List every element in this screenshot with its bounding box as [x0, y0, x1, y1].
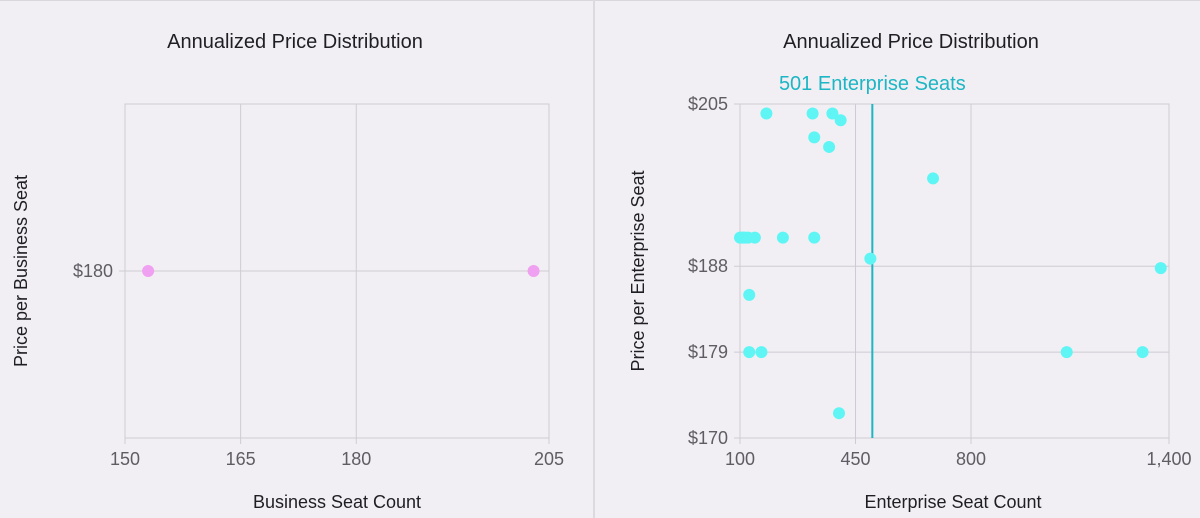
x-tick-label: 450 [840, 449, 870, 469]
panel-divider [593, 0, 595, 518]
enterprise-chart-svg: Annualized Price Distribution Enterprise… [628, 31, 1192, 512]
data-point[interactable] [748, 231, 761, 244]
data-point[interactable] [1154, 262, 1167, 275]
top-border [0, 0, 1200, 1]
x-tick-label: 150 [110, 449, 140, 469]
chart-title: Annualized Price Distribution [783, 31, 1039, 53]
data-point[interactable] [743, 346, 756, 359]
plot-area: 100 450 800 1,400 $170 $179 $188 $205 501 Enterp… [688, 73, 1192, 469]
business-price-chart: Annualized Price Distribution Business S… [0, 0, 590, 518]
x-tick-label: 1,400 [1146, 449, 1191, 469]
y-tick-label: $188 [688, 256, 728, 276]
y-tick-label: $205 [688, 94, 728, 114]
y-tick-label: $179 [688, 342, 728, 362]
x-axis-label: Enterprise Seat Count [864, 492, 1041, 512]
data-point[interactable] [864, 252, 877, 265]
data-point[interactable] [527, 265, 540, 277]
data-point[interactable] [1136, 346, 1149, 359]
data-point[interactable] [833, 407, 845, 420]
y-tick-label: $180 [73, 261, 113, 281]
marker-label: 501 Enterprise Seats [779, 73, 966, 95]
data-point[interactable] [755, 346, 768, 359]
y-axis-label: Price per Enterprise Seat [628, 170, 648, 371]
x-tick-label: 800 [956, 449, 986, 469]
enterprise-price-chart: Annualized Price Distribution Enterprise… [610, 0, 1200, 518]
data-point[interactable] [808, 231, 821, 244]
data-point[interactable] [927, 172, 940, 185]
data-point[interactable] [808, 131, 821, 144]
chart-title: Annualized Price Distribution [167, 31, 423, 53]
data-point[interactable] [760, 107, 773, 120]
business-chart-svg: Annualized Price Distribution Business S… [11, 31, 564, 512]
x-tick-label: 100 [725, 449, 755, 469]
x-tick-label: 165 [226, 449, 256, 469]
data-point[interactable] [826, 107, 839, 120]
x-tick-label: 205 [534, 449, 564, 469]
y-axis-label: Price per Business Seat [11, 175, 31, 367]
y-tick-label: $170 [688, 428, 728, 448]
plot-frame [739, 103, 1170, 439]
plot-area: 150 165 180 205 $180 [73, 103, 564, 469]
data-point[interactable] [743, 288, 756, 301]
data-point[interactable] [142, 265, 155, 277]
data-point[interactable] [823, 140, 836, 153]
data-point[interactable] [806, 107, 819, 120]
data-point[interactable] [834, 114, 847, 127]
x-axis-label: Business Seat Count [253, 492, 421, 512]
x-tick-label: 180 [341, 449, 371, 469]
data-point[interactable] [776, 231, 789, 244]
data-point[interactable] [1060, 346, 1073, 359]
